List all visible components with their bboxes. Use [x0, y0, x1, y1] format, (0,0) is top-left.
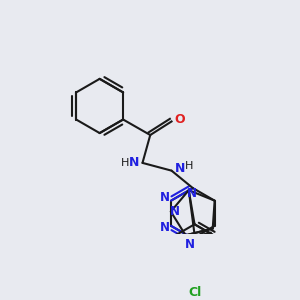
Text: N: N [160, 191, 170, 204]
Text: N: N [185, 238, 195, 251]
Text: H: H [185, 161, 193, 171]
Text: H: H [121, 158, 129, 168]
Text: N: N [160, 221, 170, 234]
Text: N: N [170, 205, 180, 218]
Text: N: N [175, 162, 185, 175]
Text: N: N [187, 187, 197, 200]
Text: Cl: Cl [188, 286, 201, 299]
Text: N: N [129, 156, 139, 170]
Text: O: O [175, 113, 185, 126]
